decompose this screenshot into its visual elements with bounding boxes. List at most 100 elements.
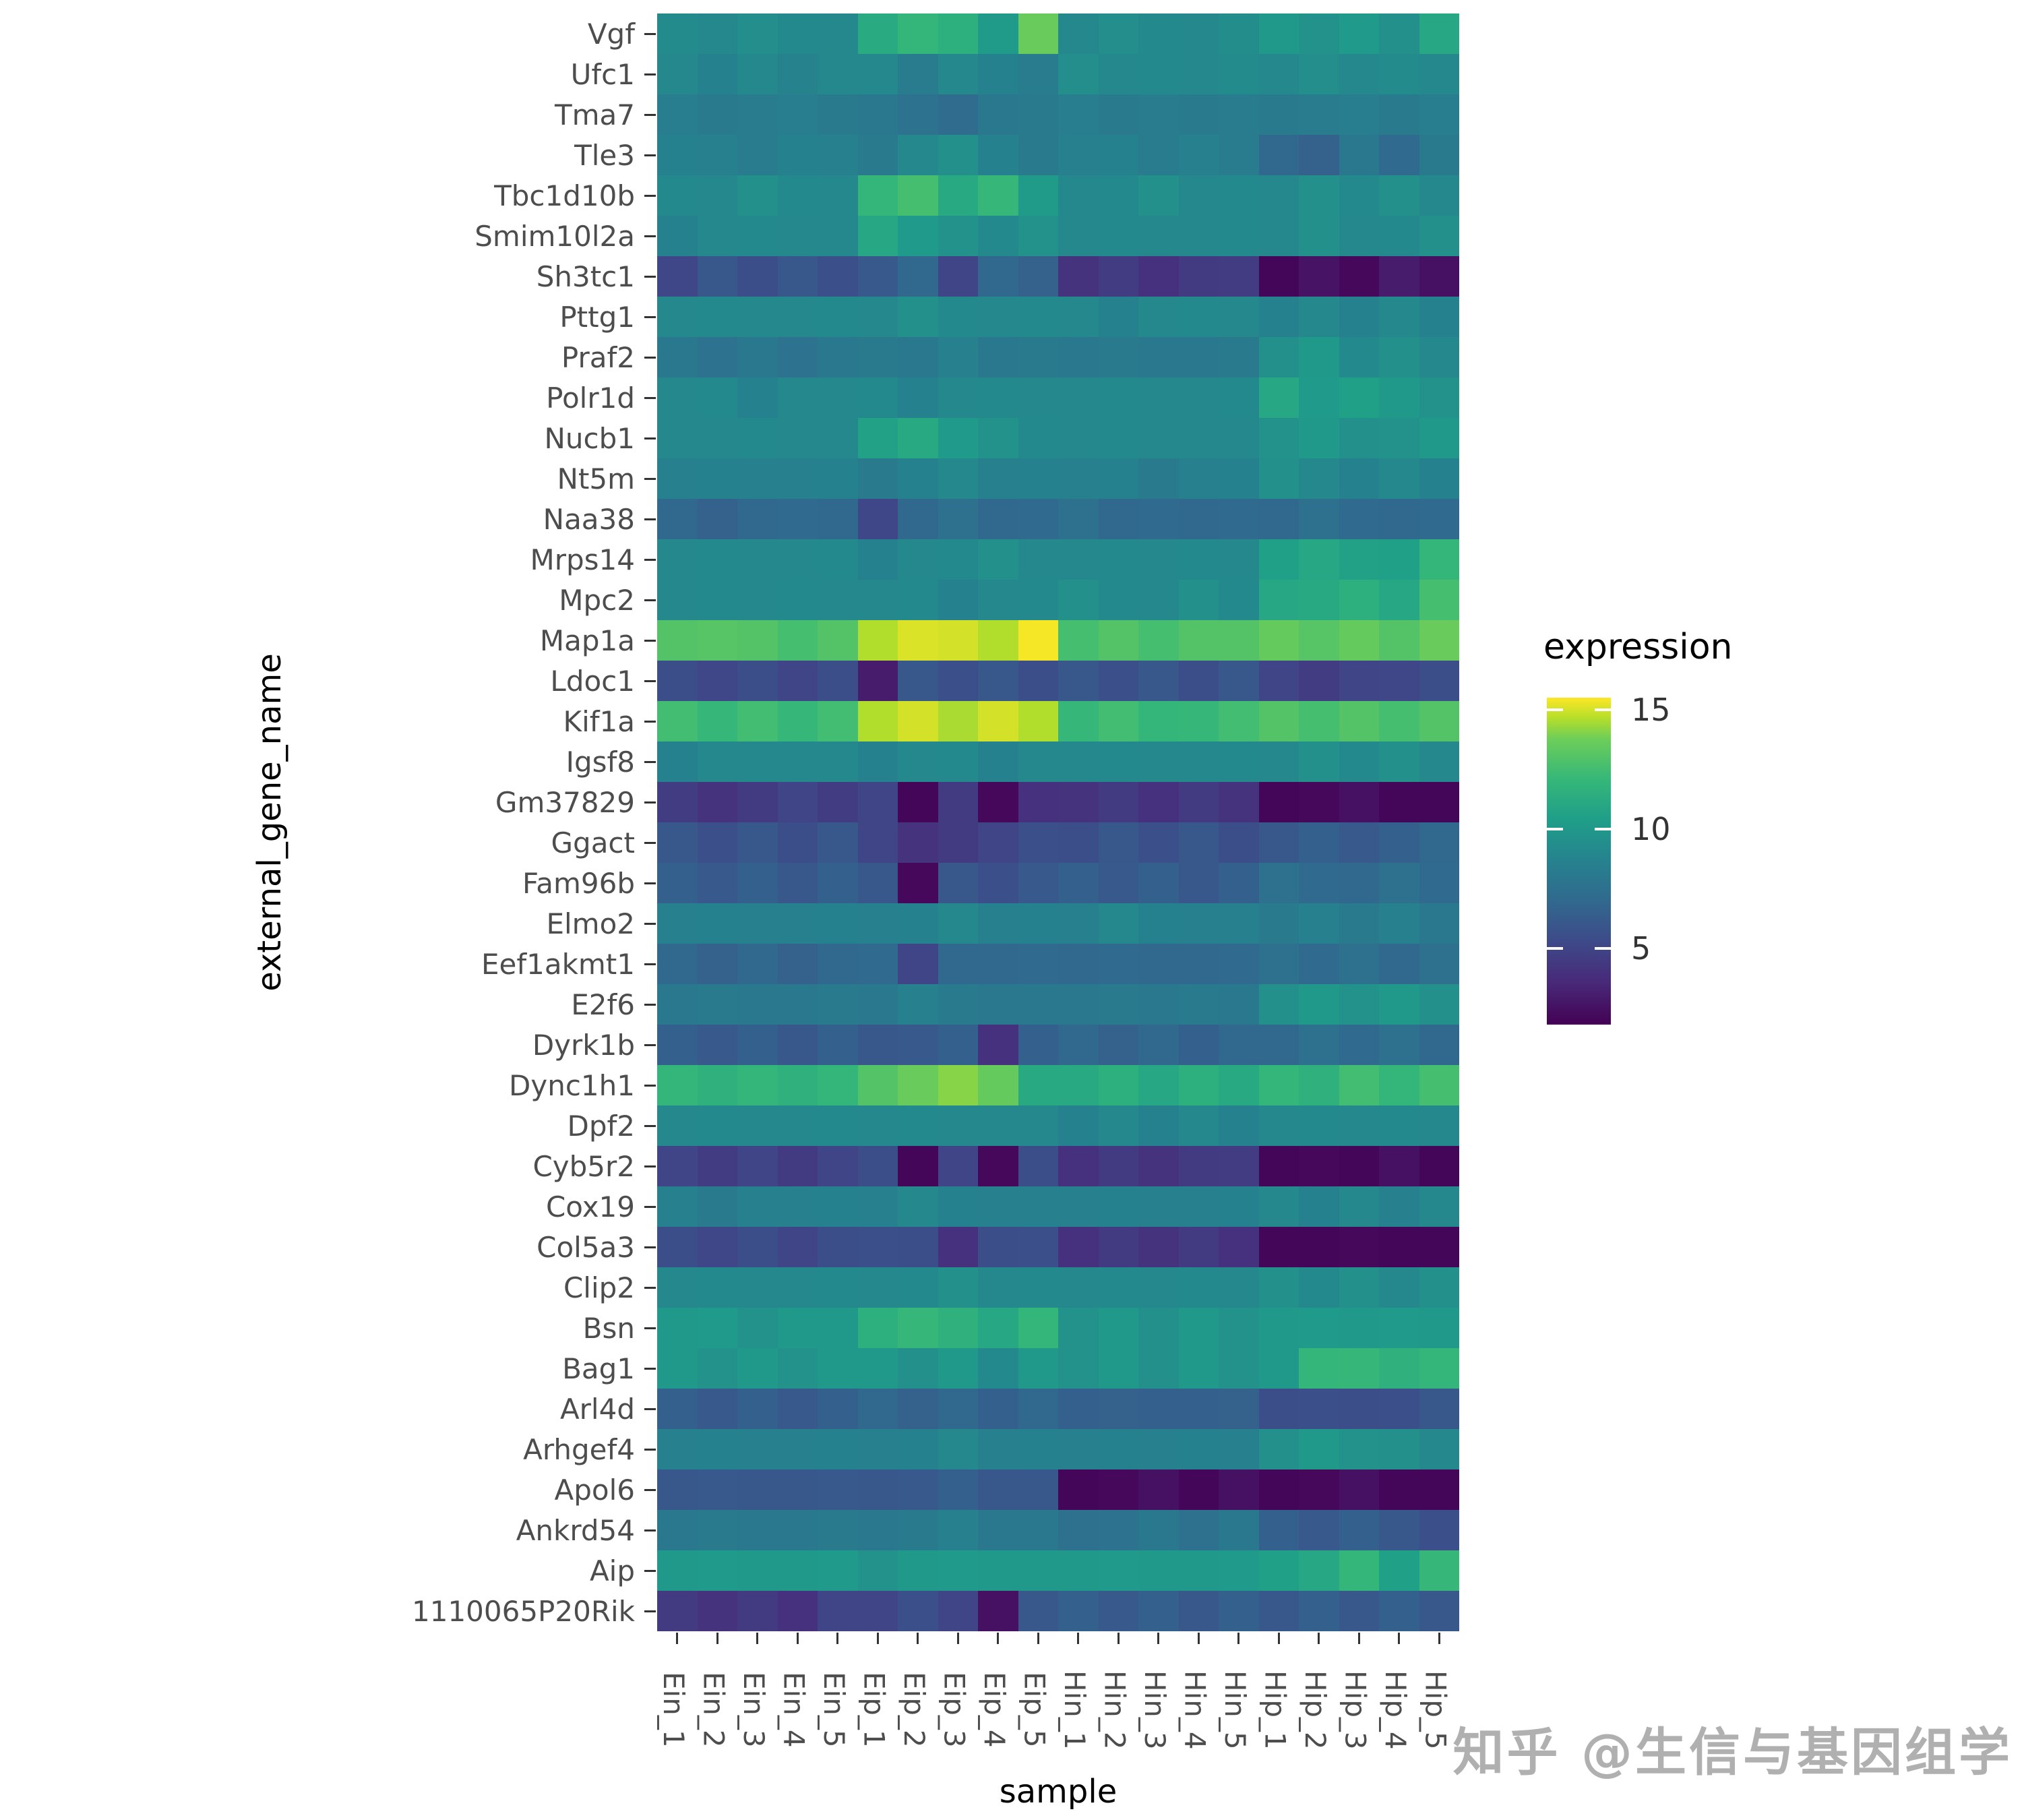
heatmap-cell: [657, 984, 698, 1025]
heatmap-cell: [978, 661, 1018, 701]
heatmap-cell: [657, 1227, 698, 1267]
heatmap-cell: [777, 1146, 818, 1186]
heatmap-cell: [1419, 661, 1459, 701]
x-tick-label: Eip_2: [898, 1672, 931, 1748]
heatmap-cell: [777, 54, 818, 94]
y-tick-label: Nucb1: [544, 421, 635, 455]
y-tick-mark: [644, 1488, 656, 1491]
y-tick-label: Tle3: [574, 138, 635, 172]
heatmap-cell: [1299, 175, 1339, 216]
heatmap-cell: [1219, 1227, 1259, 1267]
heatmap-cell: [857, 580, 898, 620]
heatmap-cell: [1178, 1025, 1219, 1065]
heatmap-cell: [737, 216, 778, 256]
heatmap-cell: [898, 782, 938, 822]
x-tick-mark: [1237, 1633, 1240, 1644]
heatmap-cell: [777, 984, 818, 1025]
heatmap-cell: [978, 1267, 1018, 1308]
heatmap-cell: [898, 863, 938, 903]
heatmap-cell: [697, 1348, 737, 1389]
heatmap-cell: [818, 1065, 858, 1105]
heatmap-cell: [898, 944, 938, 984]
heatmap-cell: [1258, 297, 1299, 337]
heatmap-cell: [857, 1227, 898, 1267]
heatmap-cell: [1098, 1591, 1138, 1631]
heatmap-cell: [737, 1308, 778, 1348]
heatmap-cell: [1018, 984, 1058, 1025]
heatmap-cell: [777, 13, 818, 54]
heatmap-cell: [1178, 1227, 1219, 1267]
heatmap-cell: [1379, 1267, 1419, 1308]
heatmap-cell: [1178, 1267, 1219, 1308]
heatmap-cell: [938, 1146, 978, 1186]
heatmap-cell: [1219, 1186, 1259, 1227]
heatmap-cell: [898, 1105, 938, 1146]
heatmap-cell: [1018, 1550, 1058, 1591]
heatmap-cell: [1178, 741, 1219, 782]
heatmap-cell: [818, 458, 858, 499]
heatmap-cell: [857, 1146, 898, 1186]
heatmap-cell: [978, 418, 1018, 458]
heatmap-cell: [857, 418, 898, 458]
heatmap-cell: [1138, 175, 1179, 216]
x-tick-mark: [1318, 1633, 1320, 1644]
y-tick-label: Igsf8: [565, 745, 635, 779]
heatmap-cell: [978, 984, 1018, 1025]
heatmap-cell: [1058, 1550, 1099, 1591]
heatmap-cell: [1138, 863, 1179, 903]
heatmap-cell: [697, 539, 737, 580]
heatmap-cell: [777, 944, 818, 984]
heatmap-cell: [1379, 377, 1419, 418]
heatmap-cell: [1058, 256, 1099, 297]
heatmap-cell: [898, 13, 938, 54]
heatmap-cell: [1178, 903, 1219, 944]
heatmap-cell: [1098, 54, 1138, 94]
heatmap-cell: [857, 863, 898, 903]
heatmap-cell: [1058, 1429, 1099, 1469]
heatmap-cell: [1058, 175, 1099, 216]
heatmap-cell: [898, 1186, 938, 1227]
heatmap-cell: [777, 1429, 818, 1469]
heatmap-cell: [1058, 1308, 1099, 1348]
heatmap-cell: [1098, 1469, 1138, 1510]
heatmap-cell: [1339, 94, 1379, 135]
heatmap-cell: [777, 1025, 818, 1065]
heatmap-cell: [1419, 54, 1459, 94]
heatmap-cell: [1419, 1550, 1459, 1591]
heatmap-cell: [938, 782, 978, 822]
heatmap-cell: [657, 499, 698, 539]
heatmap-cell: [697, 1389, 737, 1429]
heatmap-cell: [1018, 741, 1058, 782]
heatmap-cell: [978, 863, 1018, 903]
y-tick-mark: [644, 558, 656, 561]
x-tick-label: Ein_2: [697, 1672, 731, 1748]
x-axis-labels: Ein_1 Ein_2 Ein_3 Ein_4 Ein_5 Eip_1 Eip_2 Eip_3…: [657, 1647, 1459, 1772]
heatmap-cell: [1138, 1429, 1179, 1469]
heatmap-cell: [657, 580, 698, 620]
heatmap-cell: [1419, 377, 1459, 418]
y-tick-label: Pttg1: [559, 300, 635, 334]
heatmap-cell: [1258, 175, 1299, 216]
heatmap-cell: [857, 1469, 898, 1510]
heatmap-cell: [1299, 1510, 1339, 1550]
y-tick-label: E2f6: [571, 988, 635, 1021]
heatmap-cell: [1419, 1065, 1459, 1105]
heatmap-cell: [978, 1389, 1018, 1429]
heatmap-cell: [1138, 1348, 1179, 1389]
y-tick-label: Cox19: [545, 1190, 635, 1223]
heatmap-cell: [898, 216, 938, 256]
heatmap-cell: [1379, 1550, 1419, 1591]
heatmap-cell: [1379, 337, 1419, 377]
heatmap-cell: [978, 741, 1018, 782]
heatmap-cell: [1219, 135, 1259, 175]
y-tick-label: Vgf: [587, 17, 635, 51]
heatmap-cell: [737, 1389, 778, 1429]
heatmap-cell: [657, 620, 698, 661]
heatmap-cell: [777, 1227, 818, 1267]
heatmap-cell: [1138, 1025, 1179, 1065]
heatmap-cell: [1018, 297, 1058, 337]
y-tick-label: Gm37829: [495, 785, 635, 819]
x-tick-label: Ein_3: [737, 1672, 770, 1748]
heatmap-cell: [1138, 661, 1179, 701]
x-tick-label: Hip_4: [1379, 1670, 1412, 1750]
